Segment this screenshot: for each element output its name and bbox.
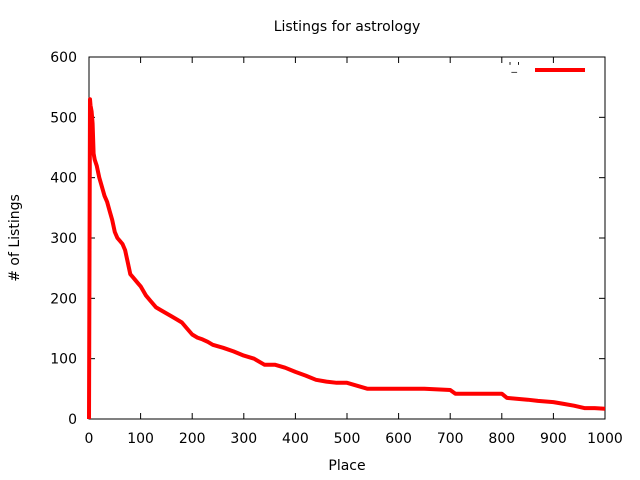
x-tick-label: 600 [385,431,412,447]
x-tick-label: 300 [230,431,257,447]
x-tick-label: 1000 [587,431,623,447]
x-tick-label: 900 [540,431,567,447]
y-tick-label: 600 [50,50,77,66]
x-axis-label: Place [328,458,365,474]
y-tick-label: 400 [50,171,77,187]
y-tick-label: 100 [50,352,77,368]
x-tick-label: 200 [179,431,206,447]
series-line [87,97,606,420]
axes: 0 100 200 300 400 500 600 700 800 900 1000 0 100 200 3… [50,50,623,447]
plot-frame [88,56,606,420]
y-tick-label: 500 [50,110,77,126]
x-tick-label: 400 [282,431,309,447]
legend: '_' [508,60,585,73]
series-layer [87,97,606,420]
y-tick-label: 200 [50,291,77,307]
x-tick-label: 100 [127,431,154,447]
y-tick-label: 300 [50,231,77,247]
x-tick-label: 800 [488,431,515,447]
x-tick-label: 0 [85,431,94,447]
legend-label: '_' [508,60,520,73]
y-tick-label: 0 [68,412,77,428]
chart-title: Listings for astrology [274,19,421,35]
x-tick-label: 500 [334,431,361,447]
y-axis-label: # of Listings [7,194,23,282]
x-tick-label: 700 [437,431,464,447]
